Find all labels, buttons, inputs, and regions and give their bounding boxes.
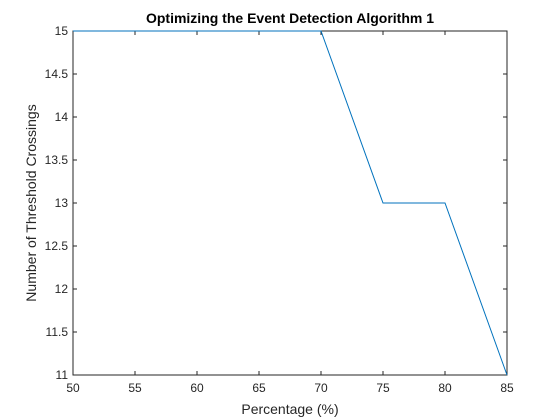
y-tick-label: 12 <box>55 282 69 296</box>
y-tick-label: 11 <box>56 368 69 382</box>
x-tick-label: 65 <box>252 381 266 395</box>
x-tick-label: 70 <box>314 381 328 395</box>
chart-title: Optimizing the Event Detection Algorithm… <box>146 10 434 26</box>
x-tick-label: 75 <box>376 381 390 395</box>
y-tick-label: 14.5 <box>45 67 69 81</box>
y-tick-label: 13 <box>55 196 69 210</box>
x-tick-label: 80 <box>438 381 452 395</box>
series <box>73 30 508 376</box>
ticks: 50 55 60 65 70 75 80 85 11 11.5 12 12.5 13 13.5 14 14.5… <box>45 24 514 395</box>
x-tick-label: 55 <box>128 381 142 395</box>
y-tick-label: 14 <box>55 110 69 124</box>
y-tick-label: 13.5 <box>45 153 69 167</box>
x-tick-label: 50 <box>66 381 80 395</box>
y-tick-label: 15 <box>55 24 69 38</box>
x-tick-label: 60 <box>190 381 204 395</box>
y-tick-label: 11.5 <box>46 325 69 339</box>
x-tick-label: 85 <box>500 381 514 395</box>
y-axis-label: Number of Threshold Crossings <box>23 104 39 301</box>
y-tick-label: 12.5 <box>45 239 69 253</box>
x-axis-label: Percentage (%) <box>241 401 338 417</box>
series-line <box>73 30 508 376</box>
